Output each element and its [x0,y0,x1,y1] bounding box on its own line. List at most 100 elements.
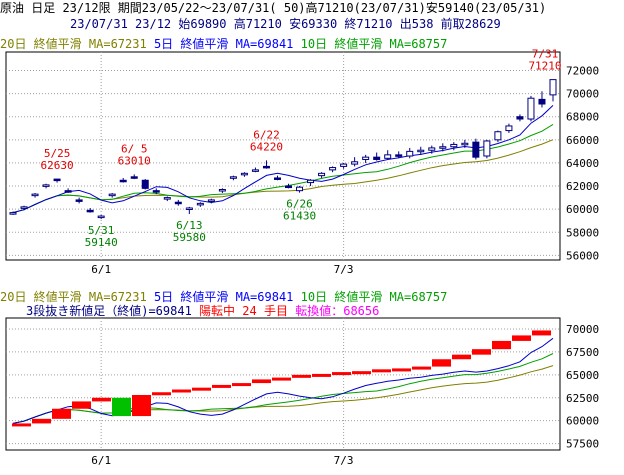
new-price-bar [292,374,311,378]
new-price-bar [92,397,111,402]
new-price-bar [452,354,471,360]
annotation-date: 6/13 [176,219,203,232]
new-price-bar [172,389,191,393]
candle-body [273,177,281,180]
new-price-bar [512,335,531,341]
candle-body [119,179,127,183]
annotation-value: 62630 [41,159,74,172]
lower-x-tick-label: 7/3 [334,454,354,467]
legend-ma5-lower: 5日 終値平滑 MA=69841 [153,290,294,304]
new-price-bar [12,423,31,427]
candle-body [439,146,447,149]
annotation-date: 5/25 [44,147,71,160]
candle-body [9,212,17,215]
candle-body [340,163,348,167]
lower-y-tick-label: 57500 [566,438,599,451]
upper-y-tick-label: 66000 [566,134,599,147]
legend-ma10: 10日 終値平滑 MA=68757 [300,37,448,51]
lower-header: 3段抜き新値足（終値)=69841 陽転中 24 手目 転換値：68656 [0,303,624,319]
new-price-bar [412,366,431,370]
annotation-value: 59580 [173,231,206,244]
upper-y-tick-label: 62000 [566,180,599,193]
annotation-value: 63010 [118,154,151,167]
candle-body [527,97,535,120]
candle-body [75,199,83,202]
candle-body [494,131,502,141]
candle-body [307,179,315,184]
new-price-bar [532,330,551,336]
new-price-bar [372,369,391,373]
lower-y-tick-label: 70000 [566,323,599,336]
trend-status: 陽転中 [199,304,236,318]
candle-body [185,207,193,210]
new-price-bar [252,379,271,384]
ma5-line [12,105,554,214]
new-price-label: 3段抜き新値足（終値)=69841 [26,304,192,318]
new-price-bar [152,392,171,396]
annotation-date: 6/22 [253,128,280,141]
upper-legend: 20日 終値平滑 MA=67231 5日 終値平滑 MA=69841 10日 終… [0,36,624,52]
candle-body [428,147,436,151]
header-line-2: 23/07/31 23/12 始69890 高71210 安69330 終712… [0,16,624,32]
candle-body [450,143,458,148]
candle-body [108,193,116,197]
upper-y-tick-label: 70000 [566,88,599,101]
candle-body [285,185,293,189]
legend-ma20: 20日 終値平滑 MA=67231 [0,37,147,51]
upper-y-tick-label: 72000 [566,64,599,77]
legend-ma20-lower: 20日 終値平滑 MA=67231 [0,290,147,304]
upper-plot-area [5,51,561,261]
new-price-bar [432,359,451,367]
candle-body [97,215,105,219]
candle-body [329,167,337,171]
candle-body [384,154,392,159]
header-line-1: 原油 日足 23/12限 期間23/05/22～23/07/31( 50)高71… [0,0,624,16]
candle-body [362,156,370,160]
new-price-bar [272,377,291,381]
upper-y-tick-label: 58000 [566,226,599,239]
candle-body [174,201,182,205]
candle-body [163,197,171,200]
annotation-value: 59140 [85,236,118,249]
candle-body [373,156,381,160]
candle-body [417,149,425,153]
candle-body [207,199,215,202]
annotation-value: 64220 [250,140,283,153]
candle-body [152,190,160,193]
annotation-value: 71210 [528,60,561,73]
candle-body [42,184,50,187]
candle-body [318,172,326,177]
candle-body [196,202,204,206]
candle-body [472,141,480,158]
step-count: 24 手目 [242,304,288,318]
turn-value: 転換値：68656 [295,304,380,318]
new-price-bar [352,371,371,375]
lower-y-tick-label: 62500 [566,392,599,405]
new-price-bar [132,395,151,417]
upper-y-tick-label: 64000 [566,157,599,170]
annotation-date: 6/26 [286,198,313,211]
lower-y-tick-label: 67500 [566,346,599,359]
candle-body [538,98,546,105]
candle-body [296,186,304,192]
new-price-bar [32,418,51,424]
candle-body [86,209,94,213]
new-price-bar [472,349,491,355]
ma5-line-lower [12,337,554,424]
legend-ma10-lower: 10日 終値平滑 MA=68757 [300,290,448,304]
lower-legend: 20日 終値平滑 MA=67231 5日 終値平滑 MA=69841 10日 終… [0,289,624,305]
annotation-date: 6/ 5 [121,142,148,155]
upper-y-tick-label: 60000 [566,203,599,216]
new-price-bar [392,368,411,372]
period-info: 原油 日足 23/12限 期間23/05/22～23/07/31( 50)高71… [0,1,547,15]
new-price-bar [212,384,231,388]
lower-y-tick-label: 65000 [566,369,599,382]
candle-body [229,176,237,179]
candle-body [516,116,524,120]
upper-y-tick-label: 68000 [566,111,599,124]
new-price-bar [72,401,91,409]
candle-body [53,178,61,182]
candle-body [31,193,39,197]
